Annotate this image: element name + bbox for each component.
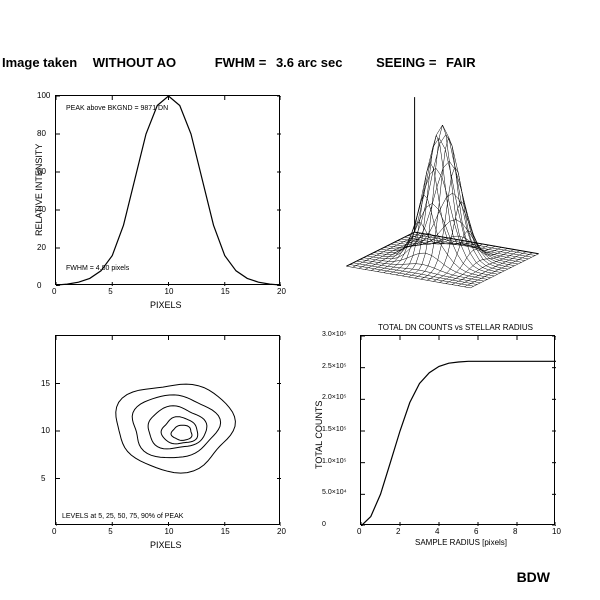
profile-xlabel: PIXELS [150,300,182,310]
svg-text:PEAK above BKGND = 9871 DN: PEAK above BKGND = 9871 DN [66,105,168,112]
growth-xlabel: SAMPLE RADIUS [pixels] [415,538,507,547]
hdr-2: WITHOUT AO [93,55,176,70]
contour-chart: LEVELS at 5, 25, 50, 75, 90% of PEAK [55,335,280,525]
hdr-4: 3.6 arc sec [276,55,343,70]
hdr-5: SEEING = [376,55,436,70]
growth-ylabel: TOTAL COUNTS [314,390,324,480]
hdr-1: Image taken [2,55,77,70]
svg-text:LEVELS at 5, 25, 50, 75, 90% o: LEVELS at 5, 25, 50, 75, 90% of PEAK [62,513,184,520]
growth-chart [360,335,555,525]
author-initials: BDW [517,569,550,585]
growth-title: TOTAL DN COUNTS vs STELLAR RADIUS [378,323,533,332]
profile-chart: PEAK above BKGND = 9871 DN FWHM = 4.80 pi… [55,95,280,285]
surface-chart [320,90,565,290]
page-header: Image taken WITHOUT AO FWHM = 3.6 arc se… [0,55,600,70]
contour-xlabel: PIXELS [150,540,182,550]
profile-ylabel: RELATIVE INTENSITY [34,135,44,245]
hdr-6: FAIR [446,55,476,70]
hdr-3: FWHM = [215,55,267,70]
svg-text:FWHM = 4.80 pixels: FWHM = 4.80 pixels [66,265,130,272]
